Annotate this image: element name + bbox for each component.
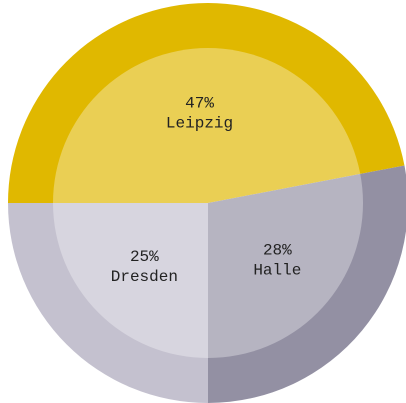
slice-category-label: Leipzig (166, 115, 233, 133)
slice-value-label: 47% (185, 95, 214, 113)
inner-highlight (53, 48, 363, 358)
slice-value-label: 28% (263, 242, 292, 260)
slice-category-label: Halle (253, 262, 301, 280)
pie-slice (8, 3, 405, 203)
pie-slice (208, 165, 406, 403)
pie-slice (8, 203, 208, 403)
slice-category-label: Dresden (111, 268, 178, 286)
slice-value-label: 25% (130, 248, 159, 266)
